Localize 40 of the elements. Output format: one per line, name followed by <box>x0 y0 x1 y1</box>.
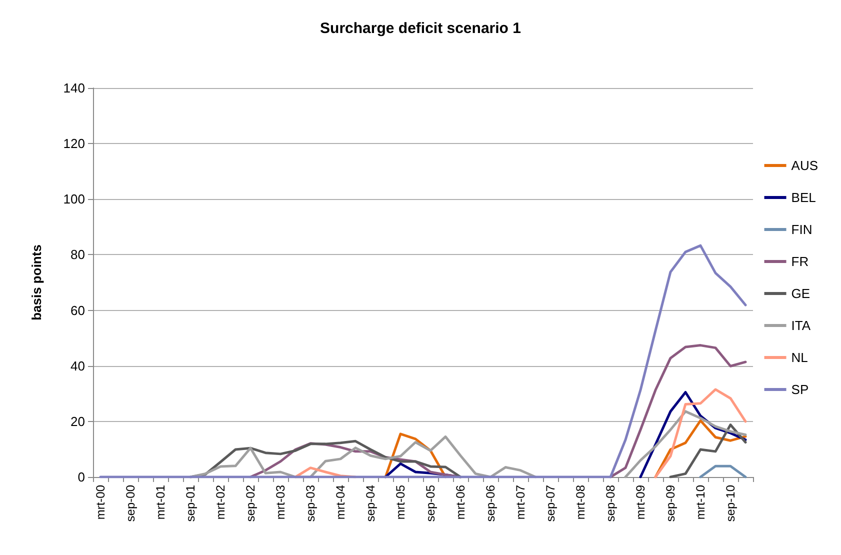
x-tick-label: sep-09 <box>664 484 678 522</box>
x-tick-label: sep-08 <box>604 484 618 522</box>
x-tick-label: mrt-06 <box>454 484 468 520</box>
x-tick-label: sep-02 <box>244 484 258 522</box>
x-tick-label: mrt-01 <box>154 484 168 520</box>
legend-label: AUS <box>791 158 818 173</box>
x-tick-label: sep-07 <box>544 484 558 522</box>
legend-label: NL <box>791 350 808 365</box>
x-tick-label: sep-06 <box>484 484 498 522</box>
y-axis-title: basis points <box>29 244 44 320</box>
legend-label: BEL <box>791 190 816 205</box>
legend-label: FIN <box>791 222 812 237</box>
legend-label: SP <box>791 382 809 397</box>
x-tick-label: mrt-02 <box>214 484 228 520</box>
x-tick-label: sep-00 <box>124 484 138 522</box>
x-tick-label: sep-03 <box>304 484 318 522</box>
x-tick-label: sep-01 <box>184 484 198 522</box>
x-tick-label: sep-04 <box>364 484 378 522</box>
y-tick-label: 20 <box>70 414 85 429</box>
legend-label: FR <box>791 254 809 269</box>
legend-label: ITA <box>791 318 811 333</box>
chart-title: Surcharge deficit scenario 1 <box>320 20 521 37</box>
x-tick-label: mrt-10 <box>694 484 708 520</box>
legend-label: GE <box>791 286 810 301</box>
y-tick-label: 140 <box>63 80 85 96</box>
y-tick-label: 100 <box>63 192 85 207</box>
y-tick-label: 40 <box>70 358 85 374</box>
x-tick-label: mrt-05 <box>394 484 408 520</box>
x-tick-label: sep-05 <box>424 484 438 522</box>
x-tick-label: mrt-00 <box>94 484 108 520</box>
x-tick-label: mrt-08 <box>574 484 588 520</box>
x-tick-label: mrt-07 <box>514 484 528 520</box>
y-tick-label: 60 <box>70 302 85 318</box>
x-tick-label: sep-10 <box>724 484 738 522</box>
x-tick-label: mrt-04 <box>334 484 348 520</box>
x-tick-label: mrt-09 <box>634 484 648 520</box>
y-tick-label: 80 <box>70 247 85 262</box>
x-tick-label: mrt-03 <box>274 484 288 520</box>
y-tick-label: 0 <box>78 470 85 484</box>
y-tick-label: 120 <box>63 136 85 152</box>
